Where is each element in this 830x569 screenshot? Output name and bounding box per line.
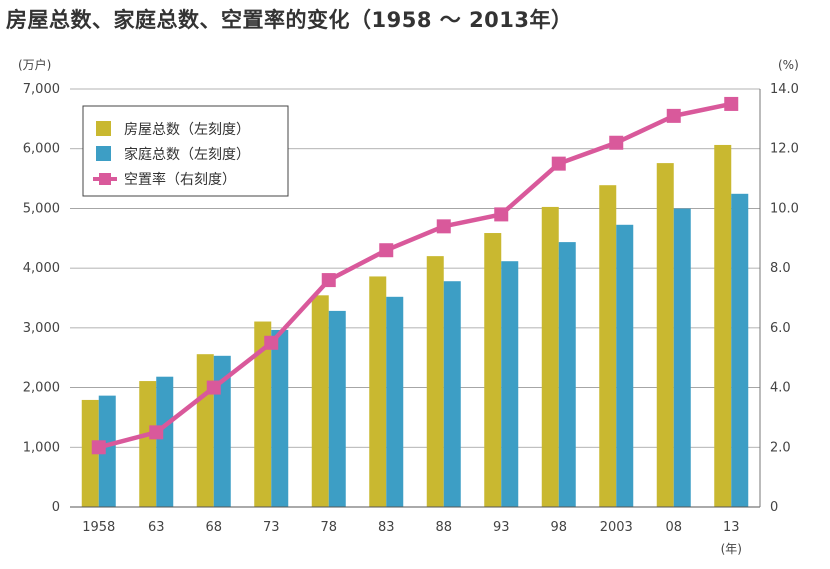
line-layer: [91, 96, 739, 455]
house-bar: [311, 295, 329, 507]
household-bar: [156, 376, 174, 507]
household-bar: [673, 208, 691, 507]
household-bar: [731, 193, 749, 507]
y-left-tick-label: 5,000: [23, 201, 60, 216]
house-bar: [541, 206, 559, 507]
x-unit: (年): [721, 542, 742, 556]
vacancy-point: [609, 135, 624, 150]
house-bar: [81, 399, 99, 507]
house-bar: [599, 185, 617, 507]
chart-title: 房屋总数、家庭总数、空置率的变化（1958 ～ 2013年）: [6, 8, 573, 32]
y-left-tick-label: 4,000: [23, 261, 60, 276]
axes: 0 1,000 2,000 3,000 4,000 5,000 6,000 7,000 0 2.0…: [18, 57, 799, 556]
legend-swatch-marker: [99, 173, 111, 185]
y-left-unit: (万户): [18, 57, 51, 72]
bar-layer: [81, 144, 749, 508]
vacancy-point: [666, 108, 681, 123]
household-bar: [271, 329, 289, 507]
legend-label: 空置率（右刻度）: [124, 171, 236, 188]
household-bar: [98, 395, 116, 507]
house-bar: [656, 163, 674, 508]
house-bar: [426, 256, 444, 507]
y-left-tick-label: 6,000: [23, 142, 60, 157]
y-right-tick-label: 6.0: [770, 321, 791, 336]
x-tick-label: 93: [493, 520, 510, 535]
vacancy-line: [98, 101, 732, 450]
vacancy-point: [494, 207, 509, 222]
vacancy-point: [724, 96, 739, 111]
legend-swatch: [96, 146, 111, 161]
x-tick-label: 13: [723, 520, 740, 535]
household-bar: [386, 296, 404, 507]
vacancy-point: [91, 440, 106, 455]
x-tick-label: 78: [320, 520, 337, 535]
household-bar: [501, 261, 519, 507]
house-bar: [254, 321, 272, 507]
y-left-tick-label: 1,000: [23, 440, 60, 455]
y-right-tick-label: 10.0: [770, 201, 799, 216]
vacancy-point: [321, 273, 336, 288]
x-tick-label: 88: [435, 520, 452, 535]
household-bar: [443, 281, 461, 507]
grid-lines: [70, 88, 760, 448]
x-tick-label: 2003: [600, 520, 633, 535]
vacancy-point: [264, 335, 279, 350]
vacancy-point: [206, 380, 221, 395]
x-tick-label: 83: [378, 520, 395, 535]
house-bar: [196, 354, 214, 507]
y-right-unit: (%): [778, 58, 799, 72]
y-left-tick-label: 0: [52, 500, 60, 515]
household-bar: [616, 224, 634, 507]
x-tick-label: 63: [148, 520, 165, 535]
household-bar: [328, 310, 346, 507]
y-right-tick-label: 0: [770, 500, 778, 515]
house-bar: [714, 144, 732, 508]
x-tick-label: 73: [263, 520, 280, 535]
y-left-tick-label: 7,000: [23, 82, 60, 97]
legend-swatch: [96, 121, 111, 136]
y-right-tick-label: 14.0: [770, 82, 799, 97]
vacancy-point: [551, 156, 566, 171]
vacancy-point: [436, 219, 451, 234]
house-bar: [369, 276, 387, 507]
y-right-tick-label: 8.0: [770, 261, 791, 276]
legend: 房屋总数（左刻度） 家庭总数（左刻度） 空置率（右刻度）: [82, 105, 289, 197]
legend-label: 家庭总数（左刻度）: [124, 146, 250, 163]
y-left-tick-label: 2,000: [23, 381, 60, 396]
x-tick-label: 1958: [82, 520, 115, 535]
x-tick-label: 08: [665, 520, 682, 535]
y-right-tick-label: 2.0: [770, 440, 791, 455]
y-right-tick-label: 12.0: [770, 142, 799, 157]
y-left-tick-label: 3,000: [23, 321, 60, 336]
vacancy-point: [149, 425, 164, 440]
x-tick-label: 68: [205, 520, 222, 535]
legend-box: [82, 105, 289, 197]
legend-label: 房屋总数（左刻度）: [124, 122, 250, 138]
x-tick-label: 98: [550, 520, 567, 535]
y-right-tick-label: 4.0: [770, 381, 791, 396]
house-bar: [484, 233, 502, 507]
house-bar: [139, 381, 157, 507]
household-bar: [558, 242, 576, 507]
vacancy-point: [379, 243, 394, 258]
